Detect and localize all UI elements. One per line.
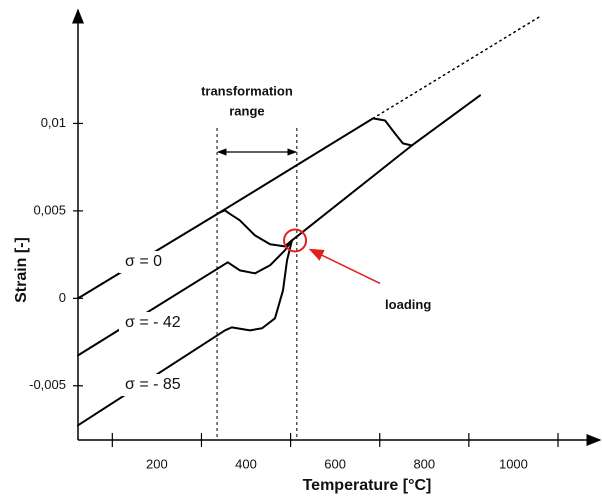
series-line <box>77 239 293 357</box>
y-tick-label: 0,005 <box>33 202 66 217</box>
x-tick-label: 800 <box>413 456 435 471</box>
y-axis-title: Strain [-] <box>13 237 30 303</box>
x-tick-label: 200 <box>146 456 168 471</box>
loading-arrow <box>308 248 381 285</box>
loading-circle <box>283 228 308 253</box>
series-line <box>372 15 541 120</box>
label-bg <box>119 374 195 396</box>
series-line <box>218 117 413 214</box>
loading-label: loading <box>385 297 431 312</box>
x-tick-label: 400 <box>235 456 257 471</box>
series-label: σ = - 85 <box>125 376 181 393</box>
x-tick-label: 1000 <box>499 456 528 471</box>
label-bg <box>119 312 195 334</box>
y-tick-label: 0,01 <box>41 115 66 130</box>
series-label: σ = 0 <box>125 253 162 270</box>
range-label: transformation <box>201 83 293 98</box>
y-tick-label: 0 <box>59 290 66 305</box>
label-bg <box>119 251 195 273</box>
range-label: range <box>229 103 264 118</box>
y-tick-label: -0,005 <box>29 377 66 392</box>
series-line <box>290 94 482 242</box>
x-axis-title: Temperature [°C] <box>303 477 432 494</box>
x-tick-label: 600 <box>324 456 346 471</box>
series-label: σ = - 42 <box>125 314 181 331</box>
series-line <box>77 239 293 427</box>
